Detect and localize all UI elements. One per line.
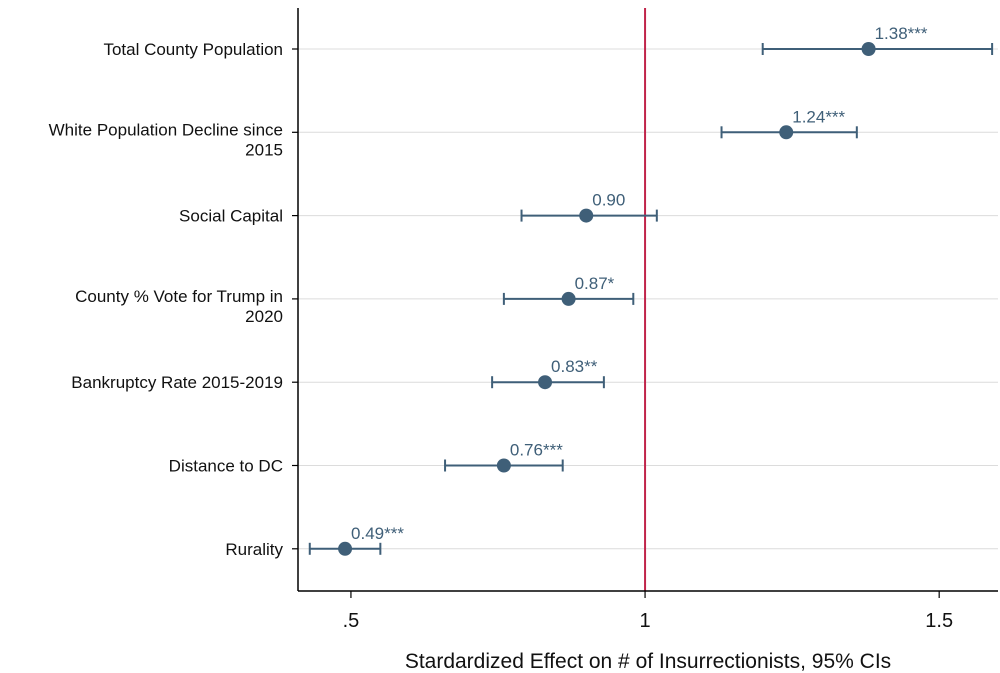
y-tick-label: Total County Population (103, 40, 283, 59)
data-label: 0.83** (551, 357, 598, 376)
estimate-point (338, 541, 353, 556)
data-label: 0.87* (575, 274, 615, 293)
estimate-point (779, 125, 794, 140)
y-tick-label: White Population Decline since 2015 (49, 120, 283, 159)
data-label: 1.38*** (875, 24, 928, 43)
y-tick-label: Rurality (225, 540, 283, 559)
y-tick-label: County % Vote for Trump in 2020 (75, 287, 283, 326)
coefficient-row: 0.76*** Distance to DC (169, 441, 564, 476)
estimate-point (496, 458, 511, 473)
estimate-point (561, 291, 576, 306)
data-label: 0.49*** (351, 524, 404, 543)
y-tick-label: Social Capital (179, 207, 283, 226)
coefficient-rows: 1.38*** Total County Population 1.24*** Whi… (49, 24, 994, 559)
coefficient-row: 1.24*** White Population Decline since 201… (49, 107, 858, 159)
x-axis-ticks: .5 1 1.5 (343, 591, 953, 632)
x-tick-label: .5 (343, 610, 360, 632)
data-label: 0.90 (592, 191, 625, 210)
x-axis-title: Stardardized Effect on # of Insurrection… (405, 650, 891, 673)
x-tick-label: 1 (639, 610, 650, 632)
coefficient-row: 1.38*** Total County Population (103, 24, 994, 59)
estimate-point (538, 375, 553, 390)
estimate-point (579, 208, 594, 223)
data-label: 0.76*** (510, 441, 563, 460)
y-tick-label: Distance to DC (169, 457, 283, 476)
coefficient-row: 0.49*** Rurality (225, 524, 404, 559)
estimate-point (861, 42, 876, 56)
data-label: 1.24*** (792, 107, 845, 126)
x-tick-label: 1.5 (925, 610, 953, 632)
coefficient-row: 0.87* County % Vote for Trump in 2020 (75, 274, 635, 326)
coefficient-row: 0.90 Social Capital (179, 191, 658, 226)
coefficient-row: 0.83** Bankruptcy Rate 2015-2019 (71, 357, 605, 392)
y-tick-label: Bankruptcy Rate 2015-2019 (71, 373, 283, 392)
axes (297, 8, 998, 592)
